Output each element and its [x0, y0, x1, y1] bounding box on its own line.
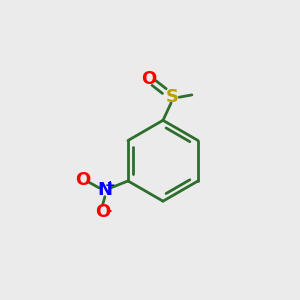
Text: O: O: [142, 70, 157, 88]
Text: O: O: [75, 171, 91, 189]
Text: +: +: [105, 178, 115, 192]
Text: N: N: [98, 181, 112, 199]
Text: S: S: [166, 88, 179, 106]
Text: O: O: [95, 203, 110, 221]
Text: -: -: [105, 203, 111, 218]
